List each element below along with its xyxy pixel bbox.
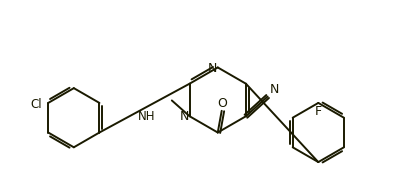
- Text: N: N: [270, 83, 279, 96]
- Text: Cl: Cl: [30, 98, 42, 111]
- Text: N: N: [180, 110, 189, 123]
- Text: F: F: [315, 105, 322, 118]
- Text: NH: NH: [138, 111, 155, 123]
- Text: O: O: [218, 97, 228, 110]
- Text: N: N: [208, 62, 217, 75]
